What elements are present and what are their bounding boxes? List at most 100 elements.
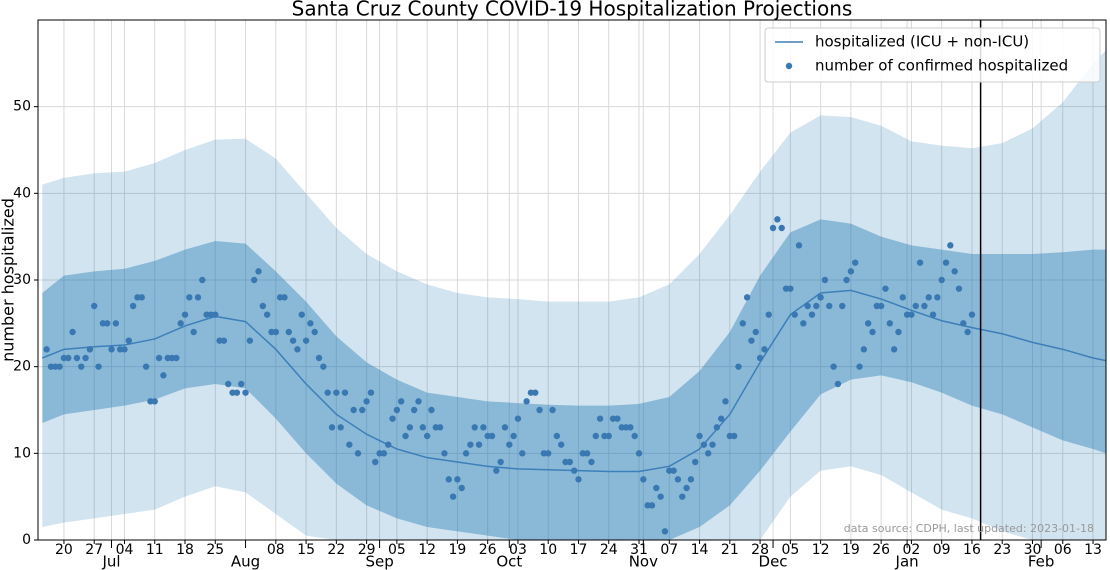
data-point: [795, 242, 803, 249]
x-tick-label: 18: [176, 542, 194, 558]
axes: 0 10 20 30 40 50 20 27 04 11 18 25 08 15 22 29 05 12 19 26 0…: [13, 20, 1102, 570]
data-point: [73, 354, 81, 362]
grid: [38, 20, 1106, 541]
legend-swatch: [785, 62, 793, 70]
data-point: [212, 311, 219, 318]
x-tick-label: 26: [872, 542, 890, 558]
data-point: [661, 528, 669, 535]
data-point: [441, 450, 448, 457]
data-point: [78, 363, 85, 370]
data-point: [692, 458, 699, 466]
data-point: [860, 346, 868, 353]
data-point: [536, 406, 543, 414]
legend-label: hospitalized (ICU + non-ICU): [815, 33, 1029, 51]
data-point: [419, 424, 427, 431]
data-point: [588, 458, 595, 466]
data-point: [674, 476, 682, 483]
data-point: [925, 294, 932, 301]
data-point: [687, 476, 695, 483]
data-point: [129, 302, 137, 310]
data-point: [341, 389, 349, 396]
data-point: [921, 302, 928, 310]
data-point: [670, 467, 677, 474]
data-point: [657, 493, 664, 500]
data-point: [869, 328, 876, 336]
month-label: Sep: [365, 553, 393, 570]
data-point: [65, 354, 72, 362]
data-point: [415, 398, 422, 405]
data-point: [635, 450, 643, 457]
x-tick-label: 19: [449, 542, 467, 558]
x-tick-label: 13: [1084, 542, 1102, 558]
data-point: [683, 484, 690, 492]
data-point: [380, 450, 388, 457]
data-point: [821, 276, 829, 284]
data-point: [735, 363, 742, 370]
x-tick-label: 09: [933, 542, 951, 558]
data-point: [242, 389, 249, 396]
data-point: [350, 406, 357, 414]
month-label: Oct: [496, 553, 522, 570]
x-tick-label: 28: [751, 542, 769, 558]
y-tick-label: 40: [13, 185, 31, 201]
data-point: [458, 484, 465, 492]
data-point: [367, 389, 375, 396]
data-point: [653, 484, 660, 492]
data-point: [56, 363, 63, 370]
y-tick-label: 30: [13, 272, 31, 288]
data-point: [553, 432, 561, 440]
data-point: [324, 389, 331, 396]
data-point: [475, 441, 483, 448]
data-point: [908, 311, 915, 318]
data-point: [890, 346, 898, 353]
data-point: [462, 450, 470, 457]
data-point: [406, 424, 414, 431]
x-tick-label: 05: [388, 542, 406, 558]
x-tick-label: 16: [963, 542, 981, 558]
month-label: Jan: [895, 553, 919, 570]
data-point: [549, 406, 556, 414]
data-point: [713, 424, 721, 431]
data-point: [800, 320, 807, 327]
data-point: [238, 380, 245, 388]
x-tick-label: 12: [418, 542, 436, 558]
data-point: [679, 493, 686, 500]
data-point: [826, 302, 833, 310]
x-tick-label: 19: [842, 542, 860, 558]
data-point: [545, 450, 552, 457]
data-point: [705, 450, 712, 457]
data-point: [177, 320, 184, 327]
data-point: [86, 346, 94, 353]
y-tick-label: 20: [13, 359, 31, 375]
data-point: [428, 406, 435, 414]
month-label: Jul: [101, 553, 120, 570]
data-point: [852, 259, 859, 266]
data-point: [255, 268, 262, 275]
chart-title: Santa Cruz County COVID-19 Hospitalizati…: [292, 0, 853, 21]
data-point: [220, 337, 228, 344]
data-point: [583, 450, 591, 457]
data-point: [488, 432, 496, 440]
data-point: [696, 432, 703, 440]
x-tick-label: 14: [691, 542, 709, 558]
data-point: [389, 415, 396, 422]
data-point: [631, 432, 638, 440]
data-point: [882, 285, 889, 292]
data-point: [190, 328, 197, 336]
data-point: [181, 311, 189, 318]
data-point: [454, 476, 461, 483]
data-point: [69, 328, 76, 336]
data-point: [787, 285, 794, 292]
data-point: [808, 311, 816, 318]
data-point: [743, 294, 751, 301]
data-point: [791, 311, 798, 318]
data-point: [519, 450, 526, 457]
month-label: Feb: [1028, 553, 1055, 570]
data-point: [717, 415, 725, 422]
data-point: [566, 458, 574, 466]
data-point: [250, 276, 258, 284]
data-point: [960, 320, 967, 327]
data-point: [112, 320, 120, 327]
data-point: [363, 398, 370, 405]
